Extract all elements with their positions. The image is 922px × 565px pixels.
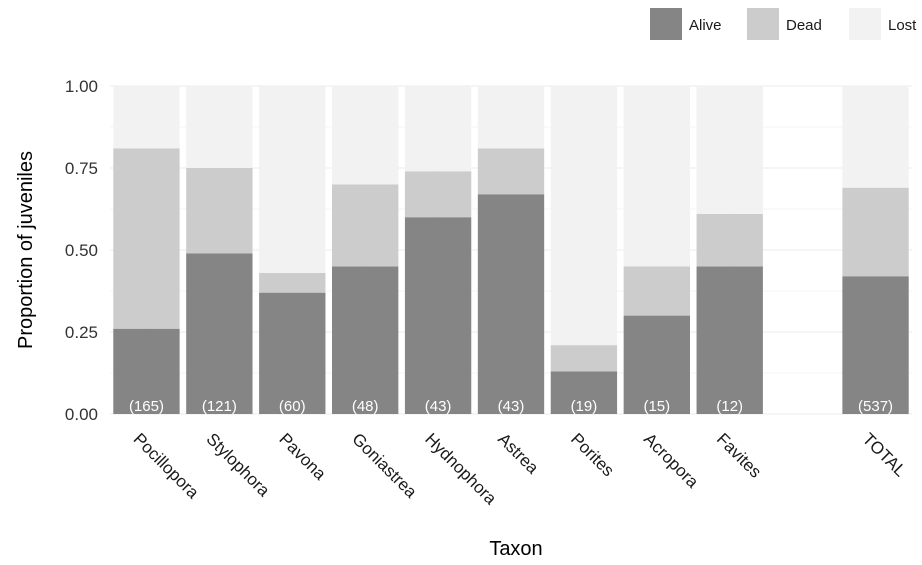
- x-tick-label: Hydnophora: [421, 429, 500, 508]
- count-label: (48): [352, 398, 379, 415]
- bar-lost: [113, 86, 179, 148]
- y-tick-label: 0.25: [65, 323, 98, 342]
- bar-lost: [697, 86, 763, 214]
- bar-dead: [405, 171, 471, 217]
- bar-alive: [332, 266, 398, 414]
- bar-dead: [186, 168, 252, 253]
- x-tick-label: Stylophora: [203, 429, 274, 500]
- y-tick-label: 0.50: [65, 241, 98, 260]
- legend-label-dead: Dead: [786, 17, 822, 34]
- y-axis-title: Proportion of juveniles: [15, 151, 37, 349]
- count-label: (121): [202, 398, 237, 415]
- y-axis: 0.00 0.25 0.50 0.75 1.00: [65, 77, 98, 424]
- legend-swatch-lost: [849, 8, 881, 40]
- bar-alive: [842, 276, 908, 414]
- bar-lost: [186, 86, 252, 168]
- count-label: (537): [858, 398, 893, 415]
- legend-swatch-alive: [650, 8, 682, 40]
- count-label: (43): [425, 398, 452, 415]
- bar-dead: [624, 266, 690, 315]
- bar-dead: [113, 148, 179, 328]
- bar-alive: [259, 293, 325, 414]
- count-label: (43): [498, 398, 525, 415]
- count-label: (165): [129, 398, 164, 415]
- bar-dead: [332, 184, 398, 266]
- y-tick-label: 1.00: [65, 77, 98, 96]
- bar-alive: [697, 266, 763, 414]
- legend-label-lost: Lost: [888, 17, 917, 34]
- x-tick-label: Pavona: [275, 429, 330, 484]
- bar-dead: [259, 273, 325, 293]
- bar-alive: [186, 253, 252, 414]
- x-tick-label: Astrea: [494, 429, 543, 478]
- bar-lost: [551, 86, 617, 345]
- x-tick-label: Favites: [713, 429, 765, 481]
- x-tick-label: Goniastrea: [348, 429, 421, 502]
- x-tick-label: TOTAL: [859, 429, 910, 480]
- bar-alive: [405, 217, 471, 414]
- bar-alive: [478, 194, 544, 414]
- bar-lost: [405, 86, 471, 171]
- legend-label-alive: Alive: [689, 17, 722, 34]
- bar-lost: [624, 86, 690, 266]
- x-axis: Pocillopora Stylophora Pavona Goniastrea Hyd…: [130, 429, 910, 508]
- bar-dead: [697, 214, 763, 266]
- count-label: (60): [279, 398, 306, 415]
- x-tick-label: Porites: [567, 429, 618, 480]
- count-label: (12): [716, 398, 743, 415]
- x-tick-label: Pocillopora: [130, 429, 203, 502]
- y-tick-label: 0.75: [65, 159, 98, 178]
- legend-swatch-dead: [747, 8, 779, 40]
- count-label: (15): [643, 398, 670, 415]
- x-axis-title: Taxon: [489, 538, 542, 560]
- count-label: (19): [571, 398, 598, 415]
- x-tick-label: Acropora: [640, 429, 703, 492]
- bar-lost: [842, 86, 908, 188]
- bar-lost: [259, 86, 325, 273]
- bar-lost: [332, 86, 398, 184]
- y-tick-label: 0.00: [65, 405, 98, 424]
- bar-lost: [478, 86, 544, 148]
- bar-dead: [551, 345, 617, 371]
- bar-dead: [478, 148, 544, 194]
- bar-dead: [842, 188, 908, 277]
- legend: Alive Dead Lost: [650, 8, 917, 40]
